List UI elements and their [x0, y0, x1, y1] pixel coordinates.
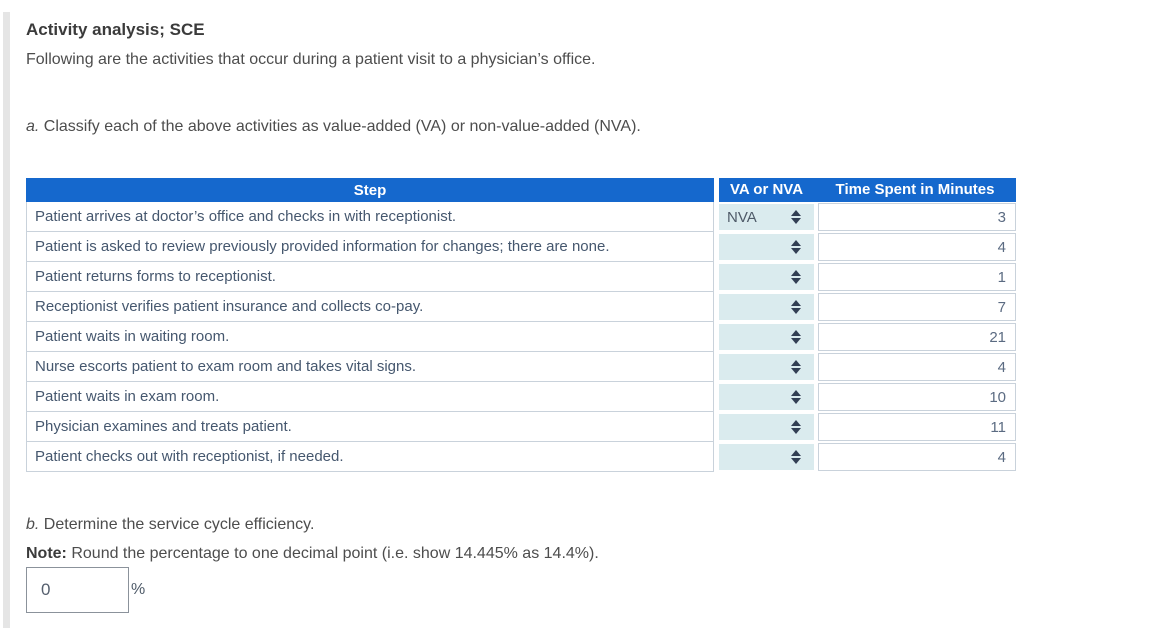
step-cell: Patient waits in waiting room.	[26, 322, 714, 352]
classification-select[interactable]	[719, 264, 814, 290]
step-cell: Physician examines and treats patient.	[26, 412, 714, 442]
step-cell: Patient waits in exam room.	[26, 382, 714, 412]
step-cell: Patient checks out with receptionist, if…	[26, 442, 714, 472]
part-b-instruction: b. Determine the service cycle efficienc…	[26, 514, 1146, 536]
up-down-arrows-icon	[791, 420, 801, 434]
up-down-arrows-icon	[791, 450, 801, 464]
classification-select[interactable]	[719, 444, 814, 470]
up-down-arrows-icon	[791, 360, 801, 374]
table-row: Patient is asked to review previously pr…	[26, 232, 1016, 262]
exercise-content: Activity analysis; SCE Following are the…	[26, 20, 1146, 613]
classification-value: NVA	[727, 208, 757, 226]
table-row: Receptionist verifies patient insurance …	[26, 292, 1016, 322]
col-header-right-group: VA or NVA Time Spent in Minutes	[719, 178, 1016, 202]
col-header-step: Step	[26, 178, 714, 202]
table-row: Patient returns forms to receptionist. 1	[26, 262, 1016, 292]
part-a-label: a.	[26, 118, 40, 135]
percent-suffix: %	[131, 581, 146, 598]
part-a-text: Classify each of the above activities as…	[39, 118, 641, 135]
classification-select[interactable]	[719, 294, 814, 320]
up-down-arrows-icon	[791, 240, 801, 254]
time-cell: 4	[818, 353, 1016, 381]
time-cell: 3	[818, 203, 1016, 231]
time-cell: 1	[818, 263, 1016, 291]
classification-select[interactable]	[719, 414, 814, 440]
note-label: Note:	[26, 545, 67, 562]
table-row: Patient waits in waiting room. 21	[26, 322, 1016, 352]
table-row: Patient checks out with receptionist, if…	[26, 442, 1016, 472]
up-down-arrows-icon	[791, 210, 801, 224]
time-cell: 4	[818, 233, 1016, 261]
time-cell: 10	[818, 383, 1016, 411]
table-row: Patient arrives at doctor’s office and c…	[26, 202, 1016, 232]
col-header-time: Time Spent in Minutes	[835, 181, 995, 198]
page-title: Activity analysis; SCE	[26, 20, 205, 39]
classification-select[interactable]: NVA	[719, 204, 814, 230]
step-cell: Nurse escorts patient to exam room and t…	[26, 352, 714, 382]
time-cell: 7	[818, 293, 1016, 321]
classification-select[interactable]	[719, 234, 814, 260]
col-header-classification: VA or NVA	[729, 181, 804, 198]
classification-select[interactable]	[719, 354, 814, 380]
table-header-row: Step VA or NVA Time Spent in Minutes	[26, 178, 1016, 202]
intro-text: Following are the activities that occur …	[26, 51, 596, 68]
time-cell: 4	[818, 443, 1016, 471]
rounding-note: Note: Round the percentage to one decima…	[26, 543, 1146, 565]
up-down-arrows-icon	[791, 270, 801, 284]
classification-select[interactable]	[719, 384, 814, 410]
part-a-instruction: a. Classify each of the above activities…	[26, 116, 1146, 138]
page-edge-strip	[3, 12, 10, 628]
activity-table: Step VA or NVA Time Spent in Minutes Pat…	[26, 178, 1016, 472]
time-cell: 21	[818, 323, 1016, 351]
note-text: Round the percentage to one decimal poin…	[66, 545, 599, 562]
table-row: Nurse escorts patient to exam room and t…	[26, 352, 1016, 382]
step-cell: Patient is asked to review previously pr…	[26, 232, 714, 262]
part-b-label: b.	[26, 516, 40, 533]
up-down-arrows-icon	[791, 330, 801, 344]
up-down-arrows-icon	[791, 300, 801, 314]
sce-percentage-input[interactable]	[26, 567, 129, 613]
step-cell: Receptionist verifies patient insurance …	[26, 292, 714, 322]
step-cell: Patient returns forms to receptionist.	[26, 262, 714, 292]
answer-row: %	[26, 567, 1146, 613]
step-cell: Patient arrives at doctor’s office and c…	[26, 202, 714, 232]
classification-select[interactable]	[719, 324, 814, 350]
table-body: Patient arrives at doctor’s office and c…	[26, 202, 1016, 472]
time-cell: 11	[818, 413, 1016, 441]
table-row: Patient waits in exam room. 10	[26, 382, 1016, 412]
up-down-arrows-icon	[791, 390, 801, 404]
part-b-text: Determine the service cycle efficiency.	[39, 516, 315, 533]
table-row: Physician examines and treats patient. 1…	[26, 412, 1016, 442]
